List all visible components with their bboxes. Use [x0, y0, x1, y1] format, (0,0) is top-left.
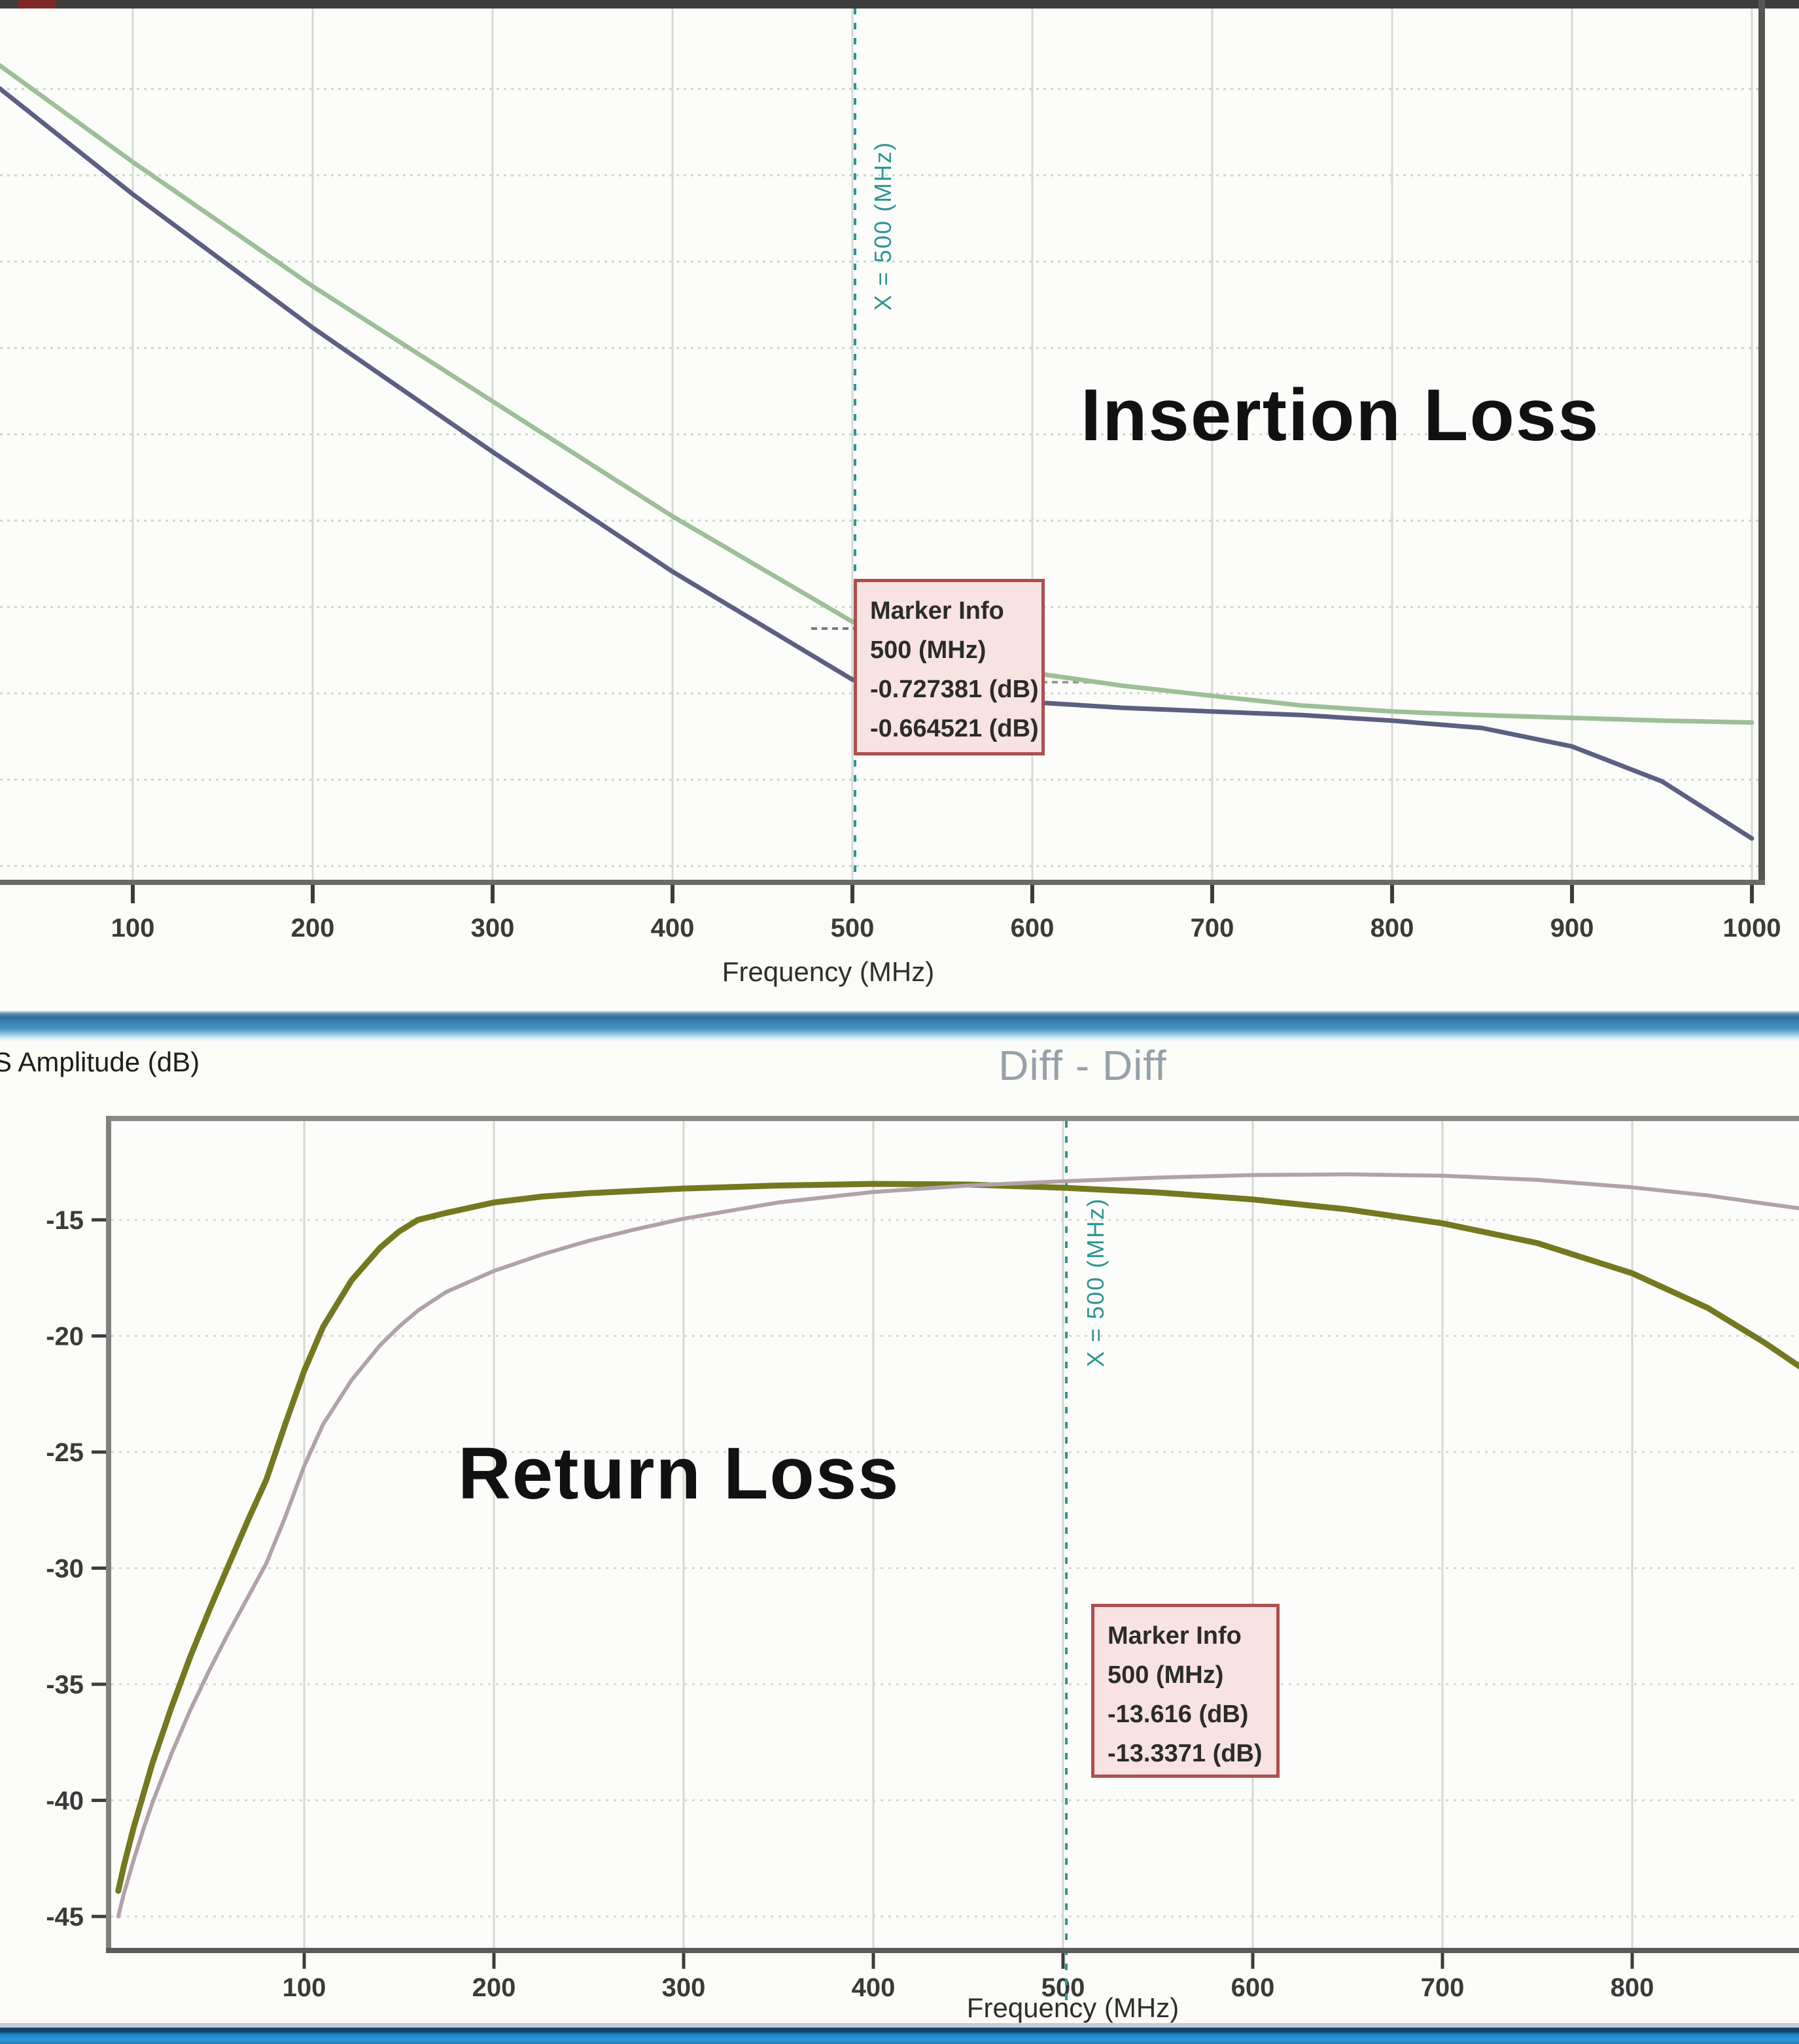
x-tick-label: 200 — [291, 914, 335, 943]
marker-value-2: -0.664521 (dB) — [870, 715, 1039, 742]
y-tick-label: -25 — [46, 1438, 84, 1467]
y-tick-label: -40 — [46, 1787, 84, 1816]
plot-border-top — [0, 0, 1799, 9]
plot-border-bottom — [106, 1948, 1799, 1953]
x-tick-label: 900 — [1550, 914, 1594, 943]
x-tick-label: 700 — [1191, 914, 1234, 943]
marker-title: Marker Info — [870, 597, 1004, 625]
plot-border-top — [106, 1116, 1799, 1121]
window-chrome-bar-bottom[interactable] — [0, 2023, 1799, 2044]
x-tick-label: 700 — [1421, 1973, 1465, 2002]
x-tick-label: 500 — [831, 914, 875, 943]
y-tick-label: -45 — [46, 1903, 84, 1931]
y-tick-label: -20 — [46, 1323, 84, 1351]
top-left-red-mark — [18, 0, 56, 9]
x-tick-label: 400 — [651, 914, 695, 943]
x-tick-label: 500 — [1041, 1973, 1085, 2002]
plot-border-right — [1758, 0, 1765, 882]
x-tick-label: 100 — [283, 1973, 326, 2002]
plot-border-bottom — [0, 880, 1765, 885]
marker-x-label-bottom: X = 500 (MHz) — [1082, 1197, 1109, 1367]
y-tick-label: -30 — [46, 1555, 84, 1584]
marker-frequency: 500 (MHz) — [1108, 1661, 1224, 1689]
marker-value-2: -13.3371 (dB) — [1108, 1740, 1263, 1767]
x-tick-label: 300 — [662, 1973, 706, 2002]
marker-info-box-top[interactable]: Marker Info 500 (MHz) -0.727381 (dB) -0.… — [854, 579, 1045, 755]
diff-diff-title: Diff - Diff — [998, 1042, 1167, 1089]
x-tick-label: 1000 — [1723, 914, 1781, 943]
x-tick-label: 400 — [852, 1973, 896, 2002]
x-tick-label: 600 — [1231, 1973, 1275, 2002]
marker-title: Marker Info — [1108, 1622, 1242, 1650]
x-tick-label: 300 — [471, 914, 515, 943]
olive-trace — [115, 1181, 1799, 1894]
x-tick-label: 600 — [1011, 914, 1055, 943]
marker-value-1: -0.727381 (dB) — [870, 676, 1039, 703]
s-amplitude-label: S Amplitude (dB) — [0, 1047, 200, 1077]
green-trace — [0, 63, 1755, 725]
x-tick-label: 800 — [1611, 1973, 1654, 2002]
marker-info-box-bottom[interactable]: Marker Info 500 (MHz) -13.616 (dB) -13.3… — [1091, 1604, 1280, 1778]
return-loss-chart: -15 -20 -25 -30 -35 -40 -45 100 200 300 400 500 600 7… — [46, 1116, 1799, 2021]
window-chrome-bar-middle[interactable] — [0, 1011, 1799, 1042]
x-tick-label: 100 — [111, 914, 155, 943]
pink-trace — [116, 1172, 1799, 1918]
marker-x-label-top: X = 500 (MHz) — [869, 141, 896, 311]
top-x-axis-title: Frequency (MHz) — [722, 956, 935, 987]
dark-blue-trace — [0, 86, 1755, 841]
marker-frequency: 500 (MHz) — [870, 636, 987, 664]
insertion-loss-label: Insertion Loss — [1081, 374, 1600, 456]
marker-value-1: -13.616 (dB) — [1108, 1701, 1249, 1728]
x-tick-label: 200 — [472, 1973, 516, 2002]
plot-border-left — [106, 1116, 111, 1953]
y-tick-label: -15 — [46, 1206, 84, 1235]
return-loss-label: Return Loss — [458, 1432, 900, 1514]
x-tick-label: 800 — [1371, 914, 1414, 943]
y-tick-label: -35 — [46, 1671, 84, 1699]
bottom-x-axis-title: Frequency (MHz) — [966, 1992, 1179, 2023]
plot-area — [111, 1121, 1799, 1948]
